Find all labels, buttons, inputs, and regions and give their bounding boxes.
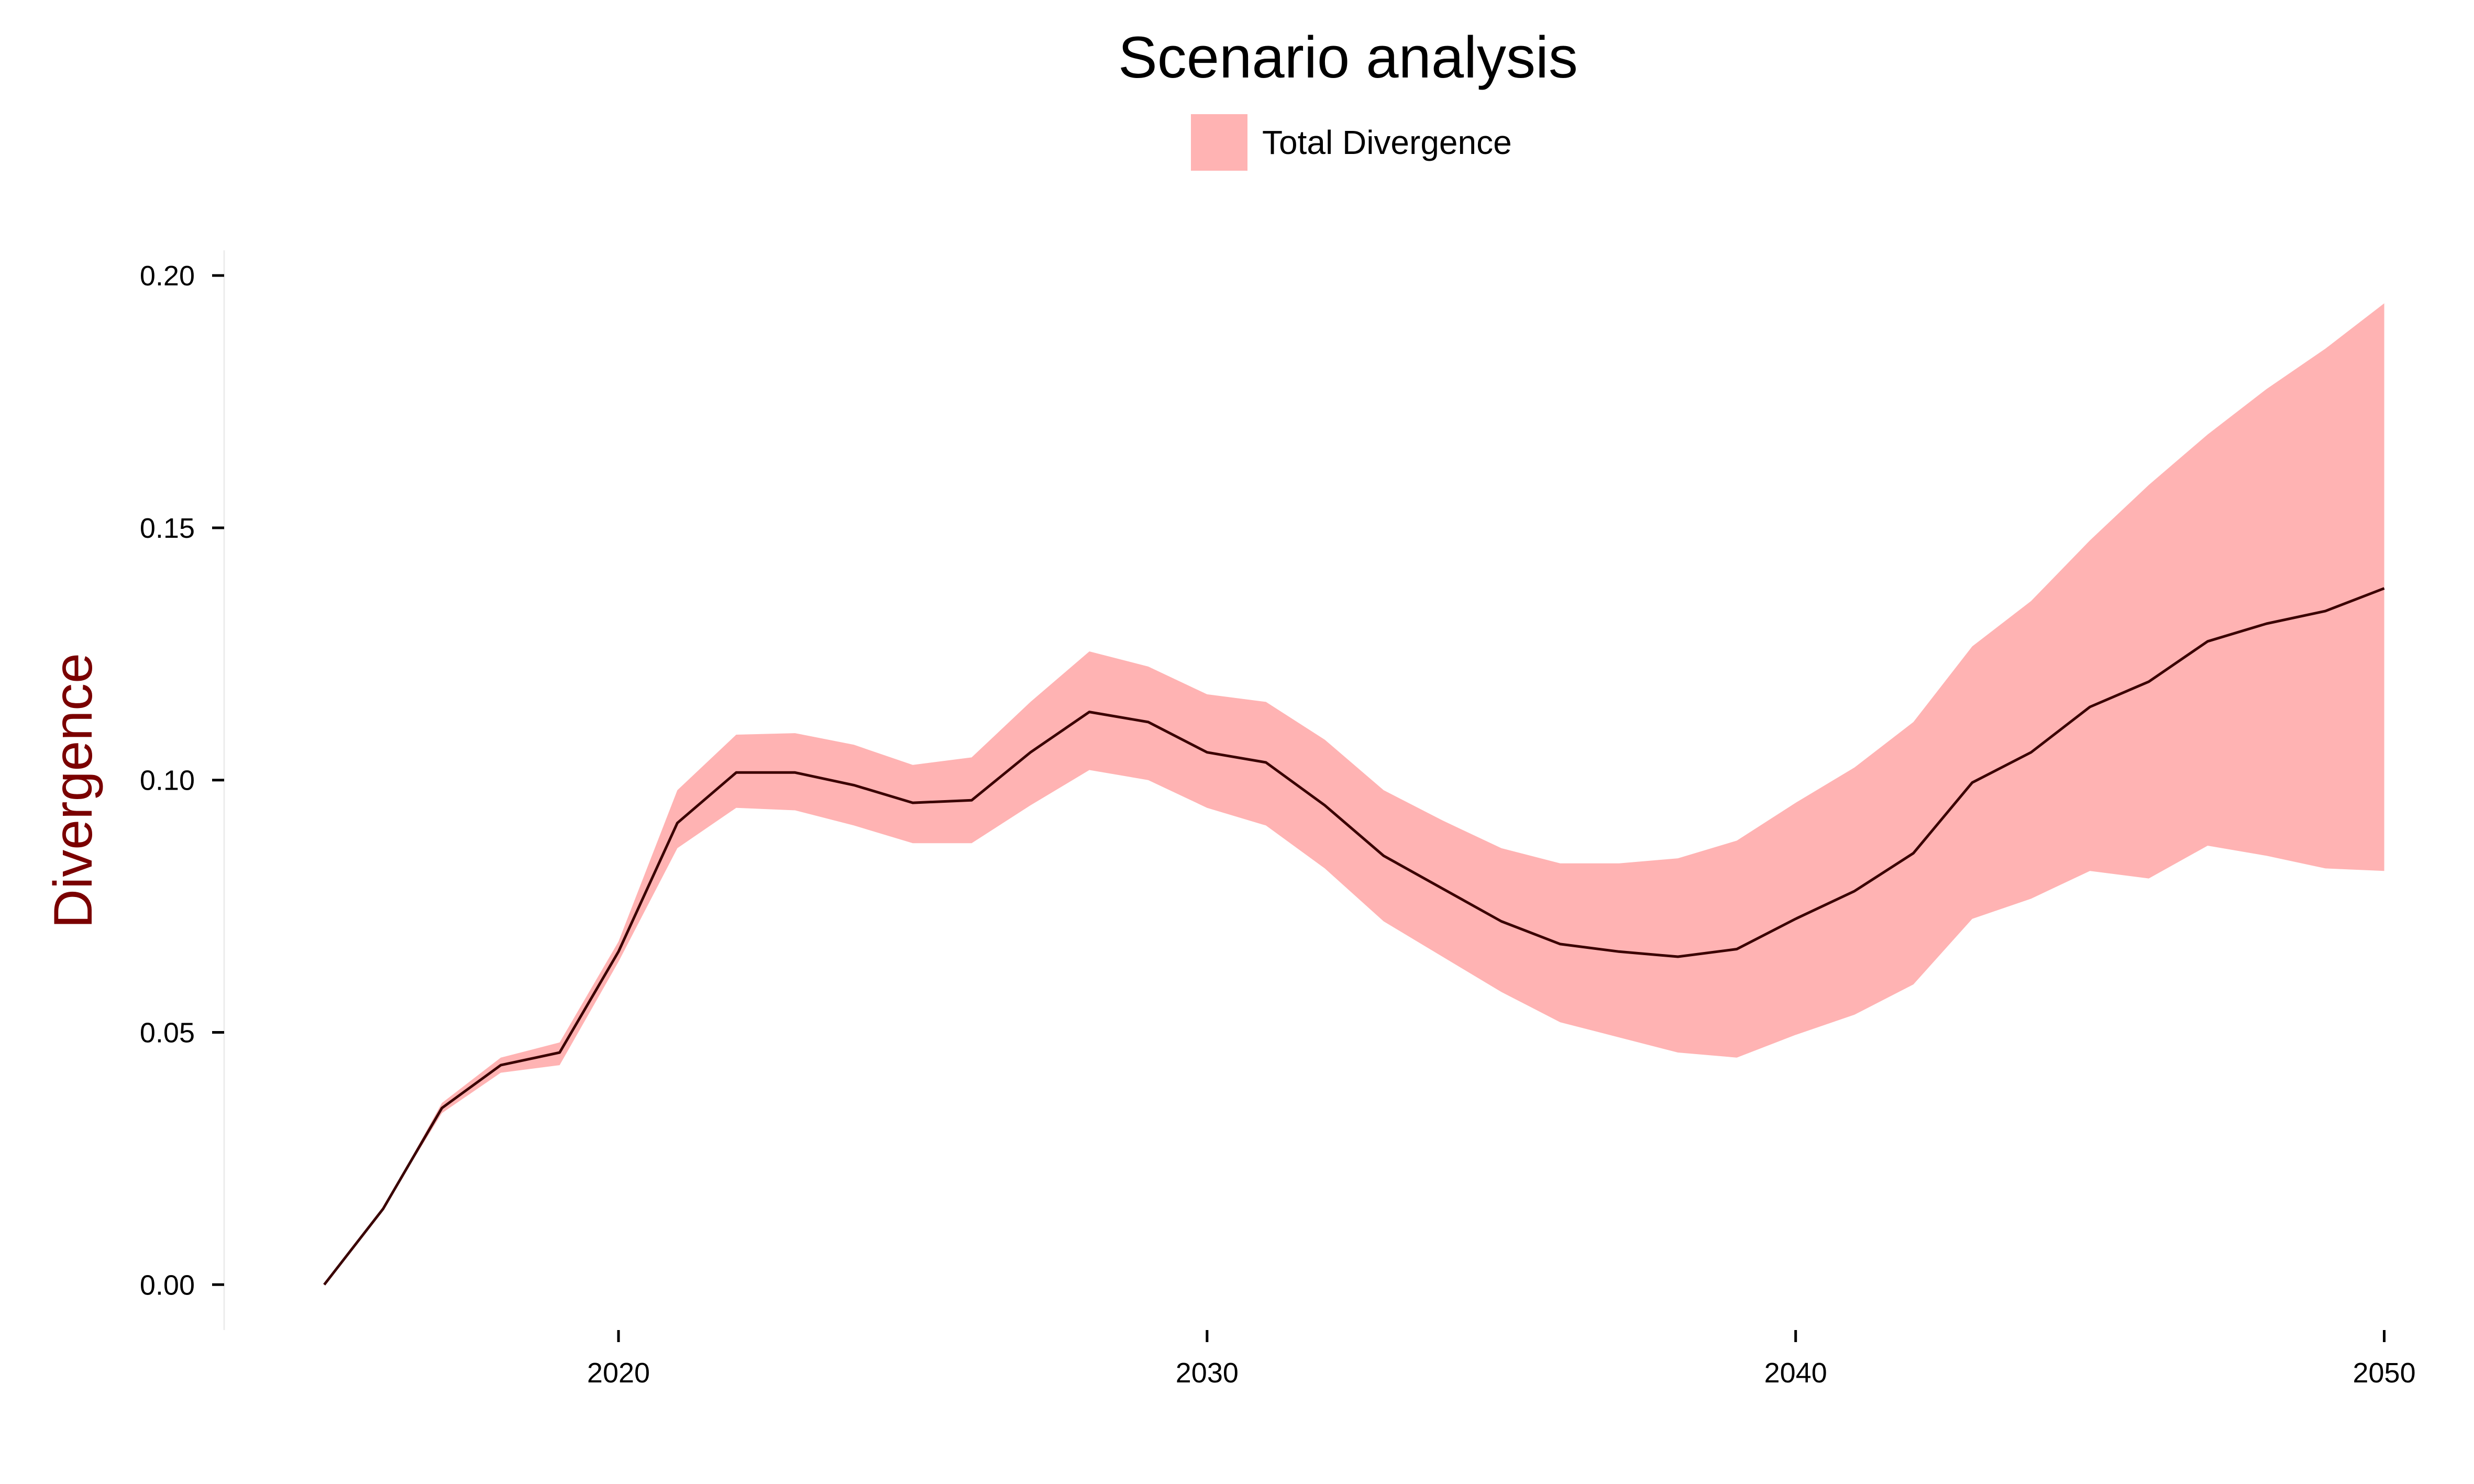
y-tick-label: 0.05	[140, 1017, 195, 1049]
chart-title: Scenario analysis	[1118, 25, 1578, 90]
y-tick-label: 0.15	[140, 513, 195, 544]
divergence-line	[323, 587, 2385, 1286]
y-axis-ticks: 0.00 0.05 0.10 0.15 0.20	[140, 260, 224, 1301]
x-axis-ticks: 2020 2030 2040 2050	[587, 1330, 2416, 1389]
divergence-band	[324, 303, 2384, 1285]
plot-area	[323, 303, 2385, 1286]
x-tick-label: 2050	[2352, 1357, 2415, 1389]
legend-label-total-divergence: Total Divergence	[1262, 124, 1512, 161]
legend: Total Divergence	[1191, 114, 1512, 171]
y-tick-label: 0.10	[140, 765, 195, 796]
legend-swatch-total-divergence	[1191, 114, 1247, 171]
y-axis-title: Divergence	[43, 653, 104, 928]
x-tick-label: 2020	[587, 1357, 650, 1389]
y-tick-label: 0.20	[140, 260, 195, 292]
x-tick-label: 2040	[1764, 1357, 1827, 1389]
x-tick-label: 2030	[1176, 1357, 1239, 1389]
y-tick-label: 0.00	[140, 1269, 195, 1301]
